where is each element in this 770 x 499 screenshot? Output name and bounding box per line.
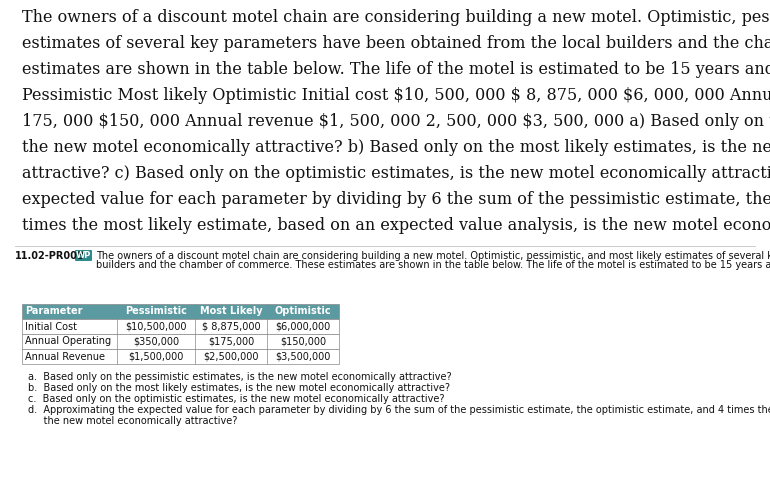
Text: $ 8,875,000: $ 8,875,000: [202, 321, 260, 331]
Text: The owners of a discount motel chain are considering building a new motel. Optim: The owners of a discount motel chain are…: [96, 251, 770, 261]
Text: estimates are shown in the table below. The life of the motel is estimated to be: estimates are shown in the table below. …: [22, 61, 770, 78]
Text: the new motel economically attractive?: the new motel economically attractive?: [28, 416, 237, 426]
Text: 175, 000 $150, 000 Annual revenue $1, 500, 000 2, 500, 000 $3, 500, 000 a) Based: 175, 000 $150, 000 Annual revenue $1, 50…: [22, 113, 770, 130]
Text: c.  Based only on the optimistic estimates, is the new motel economically attrac: c. Based only on the optimistic estimate…: [28, 394, 444, 404]
Text: 11.02-PR008: 11.02-PR008: [15, 251, 85, 261]
Text: expected value for each parameter by dividing by 6 the sum of the pessimistic es: expected value for each parameter by div…: [22, 191, 770, 208]
Text: builders and the chamber of commerce. These estimates are shown in the table bel: builders and the chamber of commerce. Th…: [96, 260, 770, 270]
Text: Annual Operating: Annual Operating: [25, 336, 111, 346]
Text: Annual Revenue: Annual Revenue: [25, 351, 105, 361]
Text: a.  Based only on the pessimistic estimates, is the new motel economically attra: a. Based only on the pessimistic estimat…: [28, 372, 452, 382]
Text: Optimistic: Optimistic: [275, 306, 331, 316]
FancyBboxPatch shape: [75, 250, 92, 261]
Text: times the most likely estimate, based on an expected value analysis, is the new : times the most likely estimate, based on…: [22, 217, 770, 234]
Text: $6,000,000: $6,000,000: [276, 321, 330, 331]
FancyBboxPatch shape: [22, 334, 339, 349]
Text: attractive? c) Based only on the optimistic estimates, is the new motel economic: attractive? c) Based only on the optimis…: [22, 165, 770, 182]
Text: the new motel economically attractive? b) Based only on the most likely estimate: the new motel economically attractive? b…: [22, 139, 770, 156]
FancyBboxPatch shape: [22, 349, 339, 364]
Text: $150,000: $150,000: [280, 336, 326, 346]
Text: $175,000: $175,000: [208, 336, 254, 346]
Text: $2,500,000: $2,500,000: [203, 351, 259, 361]
FancyBboxPatch shape: [22, 319, 339, 334]
Text: b.  Based only on the most likely estimates, is the new motel economically attra: b. Based only on the most likely estimat…: [28, 383, 450, 393]
Text: Parameter: Parameter: [25, 306, 82, 316]
Text: Pessimistic Most likely Optimistic Initial cost $10, 500, 000 $ 8, 875, 000 $6, : Pessimistic Most likely Optimistic Initi…: [22, 87, 770, 104]
Text: d.  Approximating the expected value for each parameter by dividing by 6 the sum: d. Approximating the expected value for …: [28, 405, 770, 415]
FancyBboxPatch shape: [22, 304, 339, 319]
Text: $1,500,000: $1,500,000: [129, 351, 184, 361]
Text: Pessimistic: Pessimistic: [125, 306, 187, 316]
Text: WP: WP: [75, 251, 91, 260]
Text: $10,500,000: $10,500,000: [126, 321, 187, 331]
Text: estimates of several key parameters have been obtained from the local builders a: estimates of several key parameters have…: [22, 35, 770, 52]
Text: Most Likely: Most Likely: [199, 306, 263, 316]
Text: $3,500,000: $3,500,000: [276, 351, 330, 361]
Text: $350,000: $350,000: [133, 336, 179, 346]
Text: The owners of a discount motel chain are considering building a new motel. Optim: The owners of a discount motel chain are…: [22, 9, 770, 26]
Text: Initial Cost: Initial Cost: [25, 321, 77, 331]
